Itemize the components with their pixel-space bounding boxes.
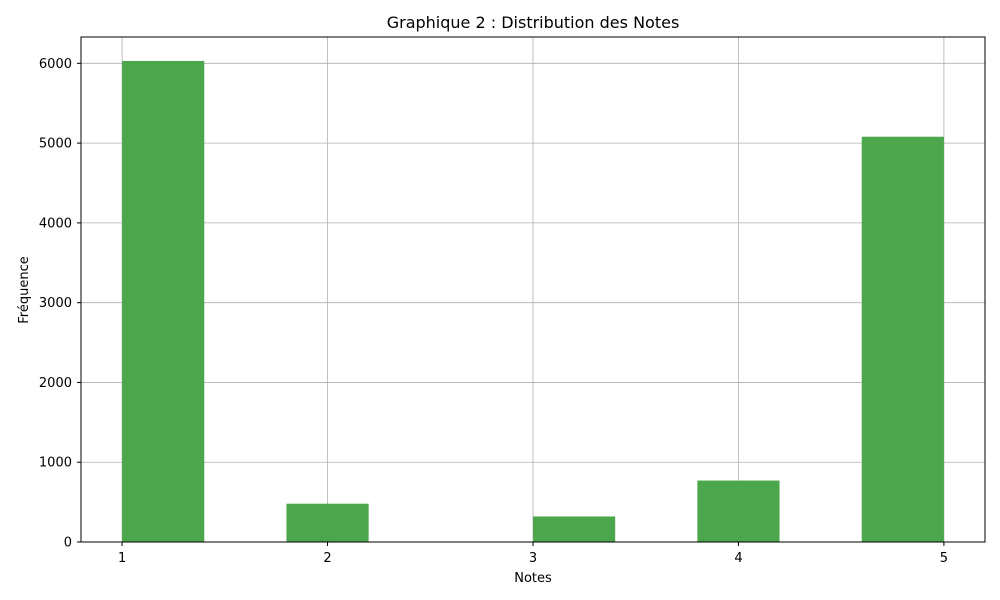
y-axis-title: Fréquence bbox=[17, 256, 32, 323]
y-tick-label: 2000 bbox=[39, 376, 72, 391]
x-tick-label: 4 bbox=[734, 551, 742, 566]
y-tick-label: 4000 bbox=[39, 216, 72, 231]
y-axis-ticks: 0 1000 2000 3000 4000 5000 6000 bbox=[39, 57, 81, 551]
y-tick-label: 6000 bbox=[39, 57, 72, 72]
chart-title: Graphique 2 : Distribution des Notes bbox=[387, 13, 680, 32]
x-tick-label: 2 bbox=[323, 551, 331, 566]
x-tick-label: 1 bbox=[118, 551, 126, 566]
x-tick-label: 5 bbox=[940, 551, 948, 566]
histogram-bar bbox=[697, 480, 780, 542]
histogram-bar bbox=[533, 516, 616, 542]
x-tick-label: 3 bbox=[529, 551, 537, 566]
x-axis-title: Notes bbox=[514, 571, 552, 586]
bars bbox=[122, 60, 944, 542]
y-tick-label: 5000 bbox=[39, 137, 72, 152]
histogram-bar bbox=[861, 136, 944, 542]
y-tick-label: 1000 bbox=[39, 456, 72, 471]
grid-lines bbox=[81, 37, 985, 543]
x-axis-ticks: 1 2 3 4 5 bbox=[118, 542, 948, 566]
histogram-bar bbox=[122, 60, 205, 542]
histogram-bar bbox=[286, 503, 369, 542]
y-tick-label: 0 bbox=[64, 536, 72, 551]
y-tick-label: 3000 bbox=[39, 296, 72, 311]
